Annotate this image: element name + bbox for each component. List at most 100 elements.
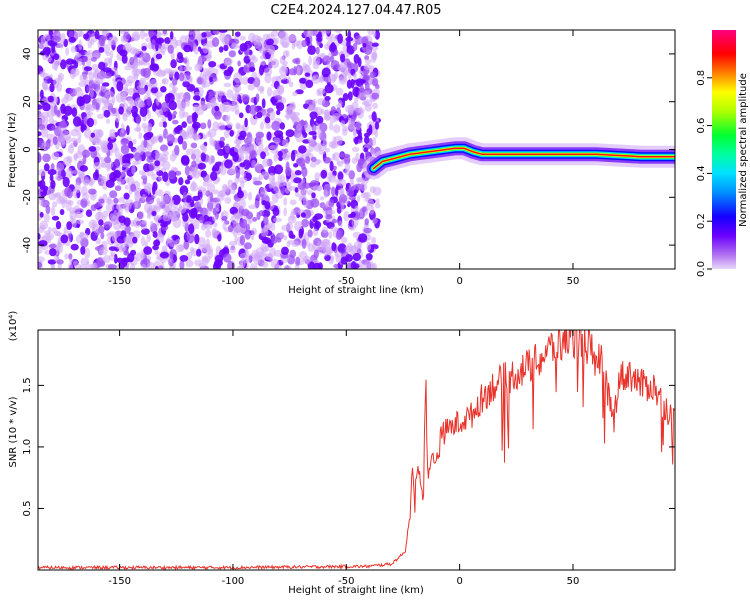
noise-blob xyxy=(283,266,290,269)
noise-blob xyxy=(320,108,325,115)
noise-blob xyxy=(337,171,344,181)
noise-blob xyxy=(45,232,54,241)
noise-blob xyxy=(232,151,239,162)
noise-blob xyxy=(233,139,243,145)
noise-blob xyxy=(269,110,276,121)
noise-blob xyxy=(179,260,185,269)
noise-blob xyxy=(183,239,190,250)
noise-blob xyxy=(273,153,279,162)
noise-blob xyxy=(179,255,189,262)
noise-blob xyxy=(309,111,318,120)
noise-blob xyxy=(285,112,290,121)
noise-blob xyxy=(324,30,331,34)
noise-blob xyxy=(43,116,49,126)
noise-blob xyxy=(196,248,202,257)
noise-blob xyxy=(308,55,312,66)
noise-blob xyxy=(299,195,307,201)
noise-blob xyxy=(177,135,184,145)
noise-blob xyxy=(199,144,206,151)
noise-blob xyxy=(155,95,160,106)
noise-blob xyxy=(122,113,128,122)
noise-blob xyxy=(59,209,65,216)
noise-blob xyxy=(88,146,97,152)
noise-blob xyxy=(261,98,266,109)
noise-blob xyxy=(107,99,115,107)
noise-blob xyxy=(350,211,356,218)
noise-blob xyxy=(237,60,241,67)
noise-blob xyxy=(167,169,176,180)
noise-blob xyxy=(79,73,88,83)
noise-blob xyxy=(131,111,138,118)
noise-blob xyxy=(200,170,207,177)
noise-blob xyxy=(40,89,44,99)
noise-blob xyxy=(247,84,256,91)
noise-blob xyxy=(296,67,301,76)
noise-blob xyxy=(90,263,96,269)
noise-blob xyxy=(134,152,141,162)
noise-blob xyxy=(262,158,270,167)
noise-blob xyxy=(201,32,207,38)
colorbar-tick-label: 0.8 xyxy=(696,70,707,86)
noise-blob xyxy=(324,109,331,118)
noise-blob xyxy=(175,170,182,176)
noise-blob xyxy=(103,221,113,229)
noise-blob xyxy=(60,59,67,70)
noise-blob xyxy=(287,35,297,41)
noise-blob xyxy=(324,96,331,101)
noise-blob xyxy=(335,87,344,96)
noise-blob xyxy=(147,110,151,119)
noise-blob xyxy=(192,30,201,39)
noise-blob xyxy=(152,63,160,72)
noise-blob xyxy=(239,218,248,229)
noise-blob xyxy=(308,131,317,136)
noise-blob xyxy=(98,61,106,70)
noise-blob xyxy=(152,102,157,112)
noise-blob xyxy=(294,187,299,193)
noise-blob xyxy=(340,256,348,265)
noise-blob xyxy=(45,34,51,40)
noise-blob xyxy=(132,236,138,244)
noise-blob xyxy=(142,194,146,201)
noise-blob xyxy=(70,46,77,53)
noise-blob xyxy=(323,115,331,121)
noise-blob xyxy=(254,264,258,269)
noise-blob xyxy=(143,125,150,134)
noise-blob xyxy=(100,232,105,240)
noise-blob xyxy=(300,212,306,218)
noise-blob xyxy=(197,162,206,170)
noise-blob xyxy=(137,87,147,95)
noise-blob xyxy=(153,239,161,247)
noise-blob xyxy=(70,243,79,251)
noise-blob xyxy=(88,177,94,187)
noise-blob xyxy=(344,155,351,165)
noise-blob xyxy=(315,46,320,55)
noise-blob xyxy=(83,66,92,72)
noise-blob xyxy=(229,129,234,137)
noise-blob xyxy=(334,135,343,146)
noise-blob xyxy=(330,42,336,52)
noise-blob xyxy=(168,211,176,218)
noise-blob xyxy=(227,179,233,188)
noise-blob xyxy=(296,40,303,50)
noise-blob xyxy=(344,245,353,253)
noise-blob xyxy=(211,37,220,48)
noise-blob xyxy=(141,172,147,180)
noise-blob xyxy=(272,207,280,217)
noise-blob xyxy=(372,186,382,196)
noise-blob xyxy=(313,221,322,229)
noise-blob xyxy=(78,58,83,67)
noise-blob xyxy=(293,177,302,184)
noise-blob xyxy=(291,114,299,122)
noise-blob xyxy=(289,101,296,112)
x-tick-label: -150 xyxy=(108,276,131,287)
noise-blob xyxy=(282,138,289,148)
noise-blob xyxy=(44,49,51,55)
noise-blob xyxy=(71,169,81,175)
noise-blob xyxy=(95,202,101,209)
noise-blob xyxy=(77,131,82,140)
noise-blob xyxy=(125,199,134,207)
noise-blob xyxy=(279,55,286,65)
noise-blob xyxy=(308,142,314,153)
noise-blob xyxy=(340,120,346,127)
noise-blob xyxy=(224,143,230,154)
